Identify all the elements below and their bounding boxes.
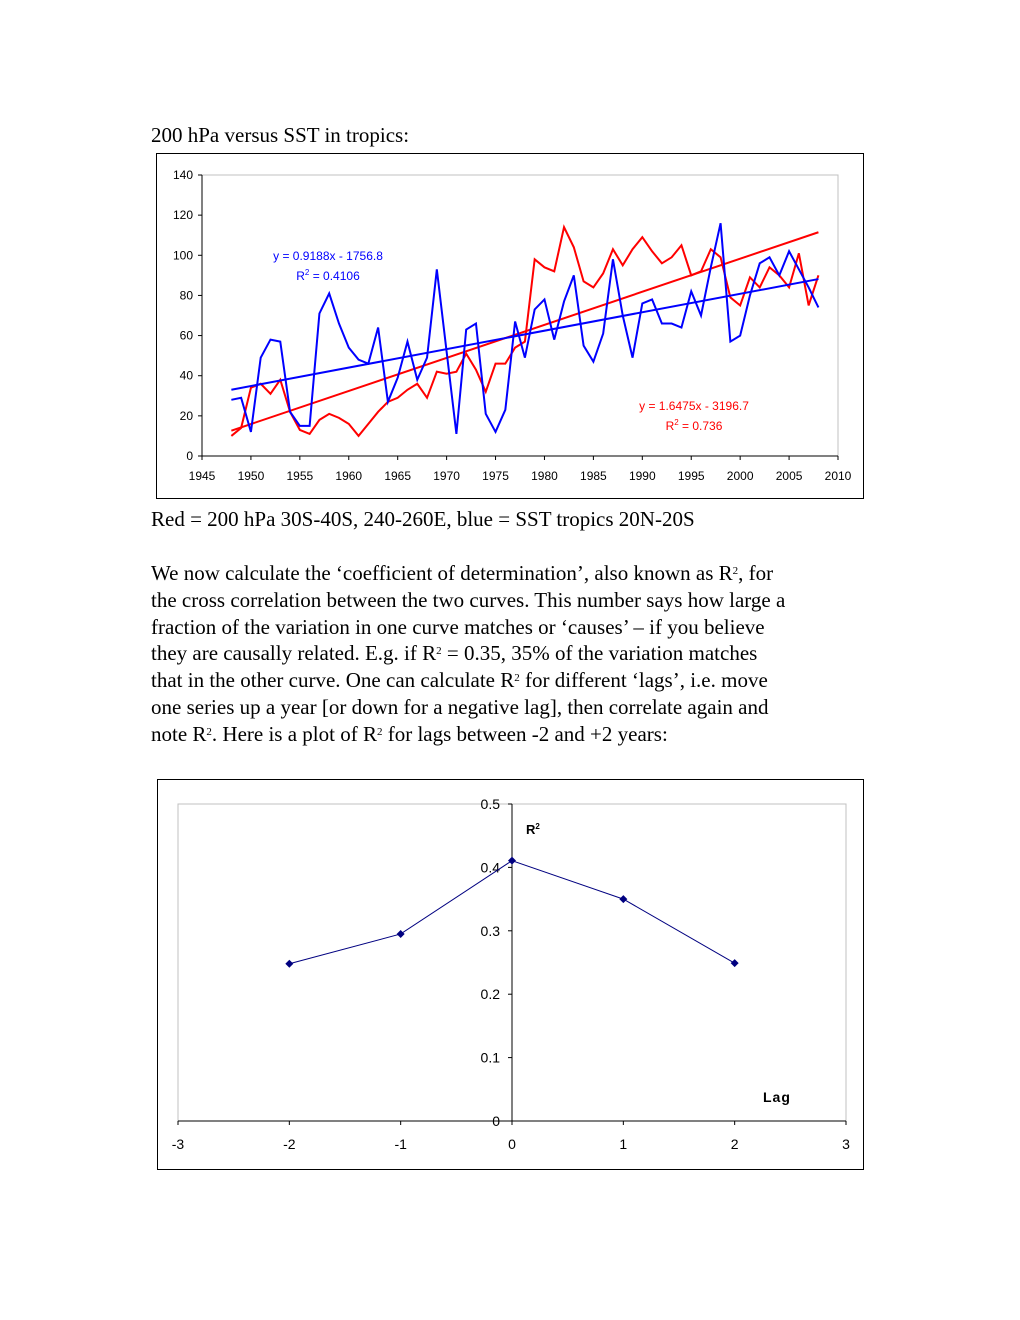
text-run: for lags between -2 and +2 years: bbox=[382, 721, 668, 746]
text-run: fraction of the variation in one curve m… bbox=[151, 614, 765, 639]
text-run: We now calculate the ‘coefficient of det… bbox=[151, 561, 733, 585]
x-tick-label: 1975 bbox=[482, 469, 509, 483]
text-run: the cross correlation between the two cu… bbox=[151, 587, 786, 612]
red-series-line bbox=[230, 224, 820, 438]
y-tick-label: 60 bbox=[180, 329, 194, 343]
x-tick-label: 1955 bbox=[286, 469, 313, 483]
x-tick-label: 1960 bbox=[335, 469, 362, 483]
y-tick-label: 120 bbox=[173, 208, 193, 222]
paragraph-line: that in the other curve. One can calcula… bbox=[151, 669, 785, 696]
x-tick-label: 0 bbox=[508, 1136, 516, 1152]
heading: 200 hPa versus SST in tropics: bbox=[151, 123, 410, 147]
superscript: 2 bbox=[206, 725, 212, 738]
text-run: for different ‘lags’, i.e. move bbox=[519, 668, 768, 693]
text-run: they are causally related. E.g. if R bbox=[151, 641, 437, 666]
x-tick-label: 2 bbox=[731, 1136, 739, 1152]
text-run: = 0.35, 35% of the variation matches bbox=[441, 641, 758, 666]
x-tick-label: 1995 bbox=[678, 469, 705, 483]
y-tick-label: 0.5 bbox=[481, 796, 501, 812]
superscript: 2 bbox=[514, 672, 520, 685]
time-series-svg: 0 20 40 60 80 100 120 140 1945 1950 1955 1960 1965 19… bbox=[173, 168, 852, 483]
y-tick-label: 40 bbox=[180, 369, 194, 383]
x-tick-label: 2000 bbox=[727, 469, 754, 483]
body-paragraph: We now calculate the ‘coefficient of det… bbox=[151, 562, 785, 750]
x-tick-label: 1980 bbox=[531, 469, 558, 483]
superscript: 2 bbox=[376, 725, 383, 738]
paragraph-line: one series up a year [or down for a nega… bbox=[151, 696, 785, 723]
data-point-marker bbox=[508, 856, 516, 865]
x-tick-label: 1965 bbox=[384, 469, 411, 483]
paragraph-line: fraction of the variation in one curve m… bbox=[151, 616, 785, 643]
lag-r2-chart: 0 0.1 0.2 0.3 0.4 0.5 -3 -2 -1 0 1 2 3 R2 Lag bbox=[157, 779, 864, 1170]
blue-trendline bbox=[231, 278, 819, 391]
x-tick-label: 1 bbox=[619, 1136, 627, 1152]
text-run: note R bbox=[151, 721, 207, 746]
x-tick-label: 1985 bbox=[580, 469, 607, 483]
red-r2-label: R2 = 0.736 bbox=[666, 418, 723, 433]
paragraph-line: We now calculate the ‘coefficient of det… bbox=[151, 562, 785, 589]
text-run: , for bbox=[738, 561, 774, 585]
blue-series-line bbox=[231, 222, 820, 435]
blue-r2-label: R2 = 0.4106 bbox=[296, 268, 360, 283]
x-tick-label: -3 bbox=[172, 1136, 185, 1152]
text-run: . Here is a plot of R bbox=[211, 721, 377, 746]
x-axis-title: Lag bbox=[763, 1089, 791, 1105]
y-tick-label: 140 bbox=[173, 168, 193, 182]
data-point-marker bbox=[730, 959, 739, 968]
superscript: 2 bbox=[436, 645, 442, 658]
y-axis-title: R2 bbox=[526, 822, 540, 837]
y-tick-label: 0 bbox=[492, 1113, 500, 1129]
data-point-marker bbox=[619, 895, 628, 904]
text-run: one series up a year [or down for a nega… bbox=[151, 694, 769, 719]
x-tick-label: -1 bbox=[394, 1136, 407, 1152]
y-tick-label: 0.4 bbox=[481, 859, 501, 875]
y-tick-label: 0.1 bbox=[481, 1050, 501, 1066]
x-tick-label: 1990 bbox=[629, 469, 656, 483]
chart-caption: Red = 200 hPa 30S-40S, 240-260E, blue = … bbox=[151, 507, 695, 531]
paragraph-line: they are causally related. E.g. if R2 = … bbox=[151, 642, 785, 669]
x-tick-label: 2010 bbox=[825, 469, 852, 483]
plot-area bbox=[201, 174, 839, 457]
text-run: that in the other curve. One can calcula… bbox=[151, 668, 515, 693]
y-tick-label: 100 bbox=[173, 248, 193, 262]
blue-trend-equation: y = 0.9188x - 1756.8 bbox=[273, 249, 383, 263]
x-tick-label: -2 bbox=[283, 1136, 296, 1152]
x-tick-label: 2005 bbox=[776, 469, 803, 483]
data-point-marker bbox=[285, 959, 294, 968]
y-tick-label: 0.2 bbox=[481, 986, 501, 1002]
y-tick-label: 20 bbox=[180, 409, 194, 423]
y-tick-label: 0 bbox=[186, 449, 193, 463]
lag-r2-svg: 0 0.1 0.2 0.3 0.4 0.5 -3 -2 -1 0 1 2 3 R2 Lag bbox=[172, 796, 850, 1152]
x-tick-label: 1970 bbox=[433, 469, 460, 483]
paragraph-line: note R2. Here is a plot of R2 for lags b… bbox=[151, 723, 785, 750]
time-series-chart: 0 20 40 60 80 100 120 140 1945 1950 1955 1960 1965 19… bbox=[156, 153, 864, 499]
x-tick-label: 1945 bbox=[189, 469, 216, 483]
red-trendline bbox=[231, 231, 819, 432]
data-point-marker bbox=[396, 929, 405, 938]
x-tick-label: 3 bbox=[842, 1136, 850, 1152]
y-tick-label: 0.3 bbox=[481, 923, 501, 939]
y-tick-label: 80 bbox=[180, 288, 194, 302]
superscript: 2 bbox=[732, 565, 739, 577]
x-tick-label: 1950 bbox=[238, 469, 265, 483]
paragraph-line: the cross correlation between the two cu… bbox=[151, 589, 785, 616]
red-trend-equation: y = 1.6475x - 3196.7 bbox=[639, 399, 749, 413]
